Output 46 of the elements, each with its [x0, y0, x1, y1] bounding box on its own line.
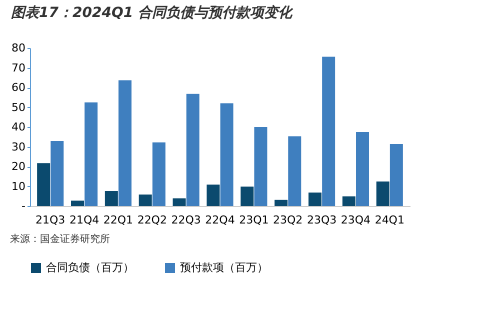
y-tick-label: - [22, 200, 26, 212]
y-tick-label: 50 [12, 100, 26, 114]
bar [37, 163, 50, 206]
bar [288, 136, 302, 206]
y-tick-label: 80 [12, 42, 26, 54]
bar [206, 184, 220, 206]
x-tick-label: 23Q1 [239, 214, 269, 226]
bar [220, 103, 234, 206]
bar [376, 182, 390, 206]
y-tick-label: 40 [12, 120, 26, 134]
bar [342, 196, 356, 206]
bar [104, 190, 118, 206]
bar [186, 94, 200, 206]
bar [152, 142, 166, 206]
x-tick-label: 24Q1 [374, 214, 404, 226]
y-tick-label: 10 [12, 180, 26, 193]
x-tick-label: 23Q4 [340, 214, 371, 226]
bar [138, 194, 152, 206]
x-tick-label: 21Q4 [69, 214, 100, 226]
y-tick-label: 20 [12, 160, 26, 173]
x-tick-label: 23Q2 [273, 214, 303, 226]
y-tick-label: 70 [12, 61, 26, 74]
bar [356, 132, 369, 206]
x-tick-label: 22Q4 [205, 214, 235, 226]
bar [254, 127, 268, 206]
bar [240, 186, 254, 206]
bar [308, 192, 322, 206]
legend-label: 预付款项（百万） [180, 261, 268, 274]
x-tick-label: 22Q2 [137, 214, 167, 226]
legend-label: 合同负债（百万） [46, 261, 134, 274]
bar [274, 200, 288, 206]
bar [172, 198, 186, 206]
bar [322, 56, 336, 206]
y-tick-label: 30 [12, 140, 26, 154]
bar [50, 141, 64, 206]
bar [390, 144, 403, 206]
x-tick-label: 21Q3 [36, 214, 66, 226]
chart-title: 图表17：2024Q1 合同负债与预付款项变化 [11, 4, 294, 21]
bar [84, 102, 98, 206]
bar [118, 80, 132, 206]
y-tick-label: 60 [12, 81, 26, 94]
source-note: 来源：国金证券研究所 [10, 233, 110, 245]
x-tick-label: 22Q3 [171, 214, 201, 226]
bar [71, 200, 84, 206]
x-tick-label: 22Q1 [103, 214, 134, 226]
x-tick-label: 23Q3 [306, 214, 337, 226]
